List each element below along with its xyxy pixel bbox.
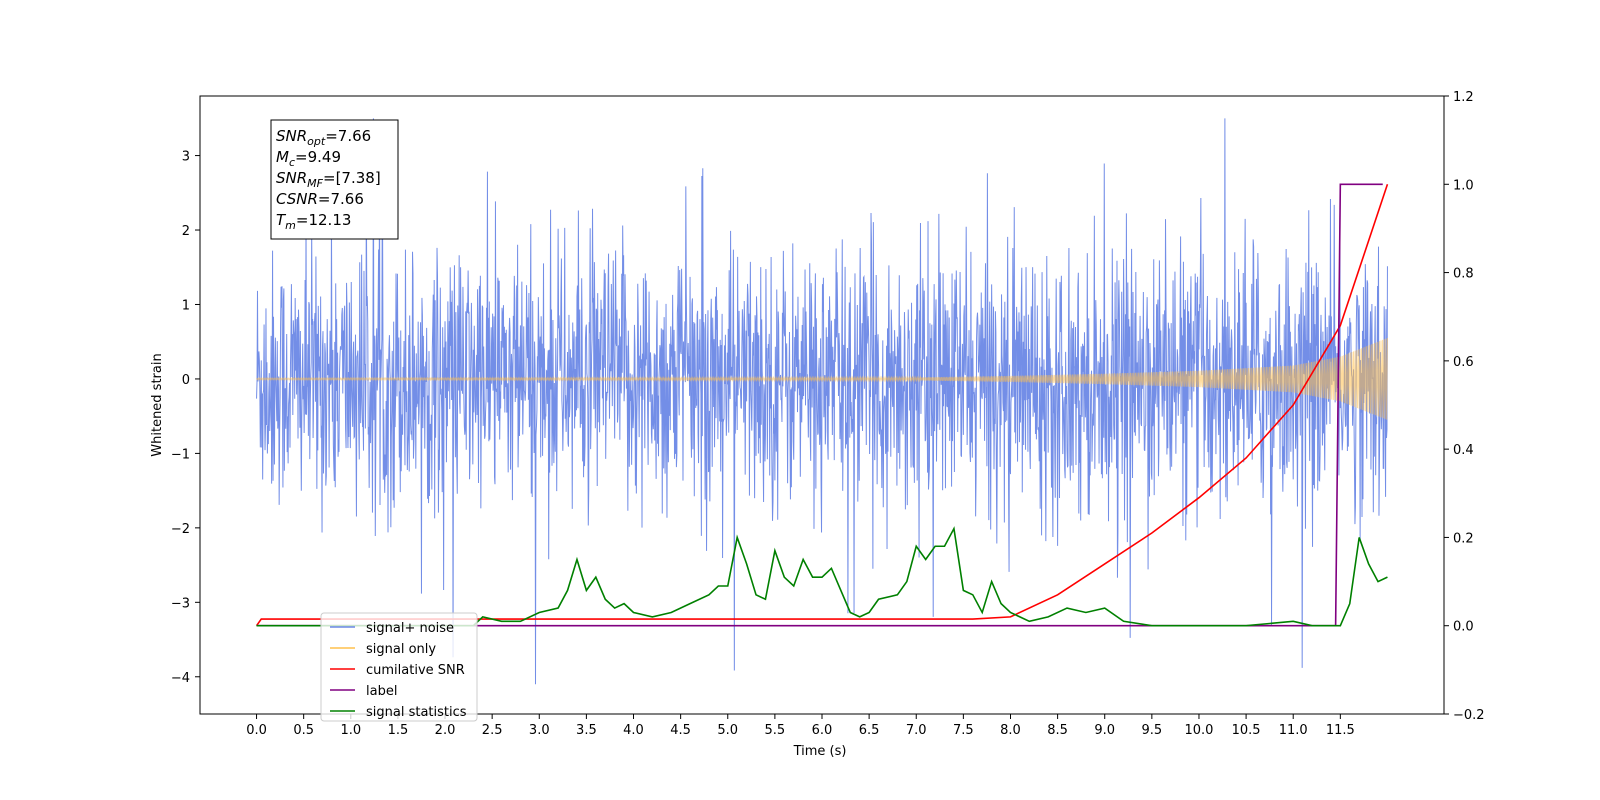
series-layer	[255, 118, 1389, 685]
x-tick-label: 1.5	[388, 723, 409, 738]
series-signal-noise	[256, 118, 1388, 685]
x-tick-label: 9.0	[1094, 723, 1115, 738]
info-line: SNRMF=[7.38]	[276, 169, 381, 190]
x-tick-label: 6.0	[812, 723, 833, 738]
legend-frame	[320, 612, 478, 722]
x-tick-label: 3.0	[529, 723, 550, 738]
x-tick-label: 1.0	[340, 723, 361, 738]
info-line: SNRopt=7.66	[276, 127, 371, 148]
series-cumilative-snr	[255, 184, 1389, 627]
x-tick-label: 7.5	[953, 723, 974, 738]
info-line: Tm=12.13	[276, 211, 351, 232]
y-left-tick-label: −2	[171, 522, 190, 537]
x-tick-label: 0.0	[246, 723, 267, 738]
y-right-tick-label: 0.0	[1453, 620, 1474, 635]
x-tick-label: 4.0	[623, 723, 644, 738]
y-left-tick-label: −1	[171, 447, 190, 462]
x-tick-label: 11.0	[1279, 723, 1308, 738]
x-tick-label: 3.5	[576, 723, 597, 738]
series-signal-only	[256, 337, 1388, 420]
y-right-tick-label: 0.8	[1453, 267, 1474, 282]
y-right-tick-label: 1.2	[1453, 90, 1474, 105]
x-tick-label: 10.0	[1184, 723, 1213, 738]
x-tick-label: 0.5	[293, 723, 314, 738]
y-left-tick-label: 1	[182, 298, 190, 313]
x-tick-label: 6.5	[859, 723, 880, 738]
x-tick-label: 5.5	[765, 723, 786, 738]
y-left-tick-label: 0	[182, 373, 190, 388]
x-tick-label: 10.5	[1232, 723, 1261, 738]
info-box-frame	[270, 119, 399, 240]
x-tick-label: 8.0	[1000, 723, 1021, 738]
x-tick-label: 2.5	[482, 723, 503, 738]
x-tick-label: 8.5	[1047, 723, 1068, 738]
x-tick-label: 11.5	[1326, 723, 1355, 738]
x-tick-label: 2.0	[435, 723, 456, 738]
y-left-tick-label: −3	[171, 596, 190, 611]
x-tick-label: 4.5	[670, 723, 691, 738]
legend-label: cumilative SNR	[366, 663, 465, 678]
y-left-tick-label: 3	[182, 150, 190, 165]
y-axis-right: 1.2 1.0 0.8 0.6 0.4 0.2 0.0 −0.2	[1444, 90, 1485, 723]
legend-label: signal statistics	[366, 705, 467, 720]
x-tick-label: 5.0	[717, 723, 738, 738]
y-right-tick-label: −0.2	[1453, 708, 1485, 723]
y-right-tick-label: 0.2	[1453, 531, 1474, 546]
x-axis-label: Time (s)	[793, 744, 847, 759]
y-right-tick-label: 0.4	[1453, 443, 1474, 458]
x-axis: 0.0 0.5 1.0 1.5 2.0 2.5 3.0 3.5 4.0 4.5 5.0 5.5 6.0 6…	[246, 714, 1355, 738]
y-left-tick-label: −4	[171, 671, 190, 686]
legend-label: label	[366, 684, 397, 699]
x-tick-label: 9.5	[1142, 723, 1163, 738]
legend-label: signal only	[366, 642, 436, 657]
y-right-tick-label: 0.6	[1453, 355, 1474, 370]
y-axis-left: 3 2 1 0 −1 −2 −3 −4	[171, 150, 200, 686]
legend: signal+ noise signal only cumilative SNR la…	[320, 612, 478, 722]
series-signal-statistics	[256, 526, 1388, 627]
y-axis-label: Whitened strain	[150, 353, 165, 456]
info-line: Mc=9.49	[276, 148, 341, 169]
y-right-tick-label: 1.0	[1453, 178, 1474, 193]
y-left-tick-label: 2	[182, 224, 190, 239]
series-label	[256, 183, 1383, 627]
x-tick-label: 7.0	[906, 723, 927, 738]
legend-label: signal+ noise	[366, 621, 454, 636]
info-line: CSNR=7.66	[276, 190, 364, 208]
